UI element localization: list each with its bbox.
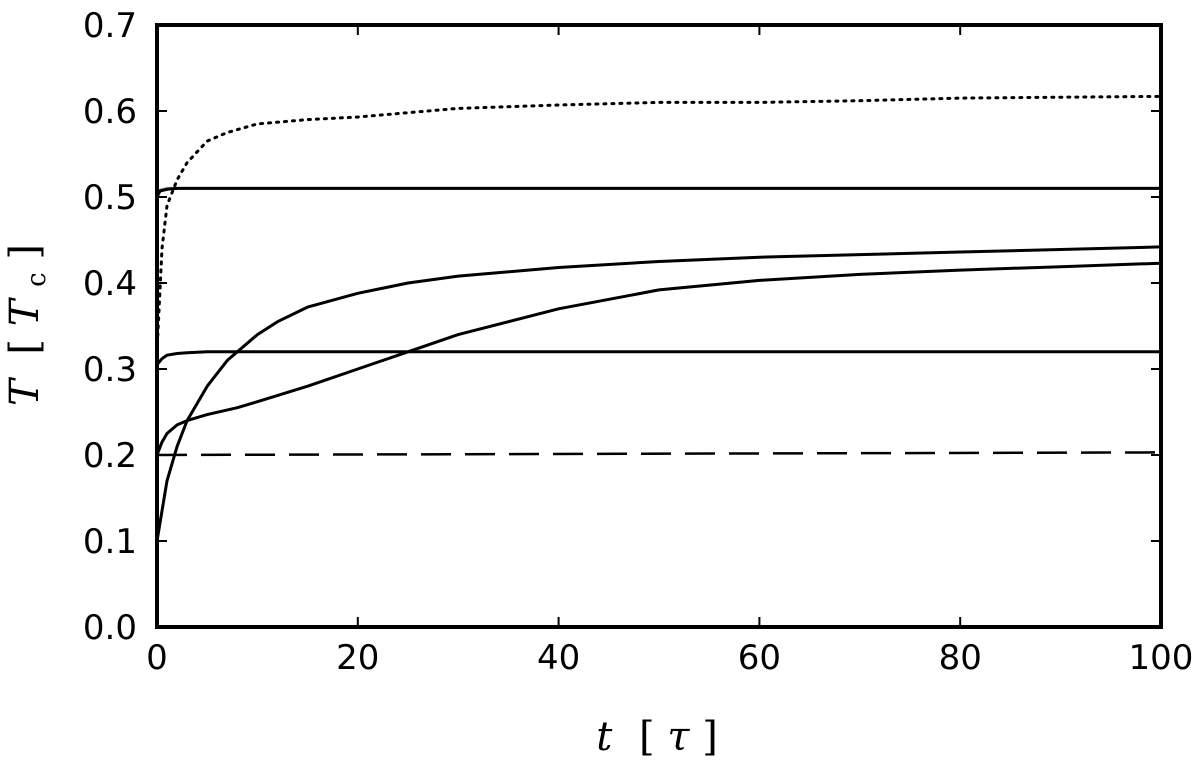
y-tick-label: 0.3	[83, 350, 137, 390]
series-line-1	[155, 94, 1163, 354]
y-tick-label: 0.7	[83, 6, 137, 46]
x-axis-label-open: [	[639, 714, 655, 760]
x-tick-label: 20	[336, 638, 379, 678]
x-tick-label: 0	[146, 638, 168, 678]
plot-frame	[155, 23, 1163, 629]
y-axis-label-open: [	[2, 339, 48, 355]
x-tick-label: 60	[738, 638, 781, 678]
series-line-7	[156, 451, 1162, 457]
series-line-5	[155, 261, 1162, 456]
x-axis-label-close: ]	[702, 714, 718, 760]
series-layer	[155, 94, 1163, 542]
y-axis-label: T [ T c ]	[2, 244, 55, 406]
y-axis-label-var: T	[2, 376, 48, 406]
x-axis-label: t [ τ ]	[596, 714, 718, 760]
y-tick-label: 0.6	[83, 92, 137, 132]
y-tick-label: 0.1	[83, 522, 137, 562]
y-tick-label: 0.0	[83, 608, 137, 648]
series-line-3	[155, 186, 1161, 198]
x-axis-label-unit: τ	[667, 714, 690, 760]
y-tick-label: 0.4	[83, 264, 137, 304]
y-tick-label: 0.5	[83, 178, 137, 218]
x-axis-label-var: t	[596, 714, 613, 760]
series-line-6	[155, 350, 1161, 366]
ticks-layer: 0 20 40 60 80 100 0.0 0.1 0.2 0.3 0.4 0.5 0.6 0.7	[83, 6, 1194, 678]
y-tick-label: 0.2	[83, 436, 137, 476]
x-tick-label: 80	[939, 638, 982, 678]
x-tick-label: 40	[537, 638, 580, 678]
y-axis-label-sub: c	[22, 272, 52, 287]
x-tick-label: 100	[1129, 638, 1194, 678]
y-axis-label-close: ]	[2, 244, 48, 260]
y-axis-label-unit: T	[2, 296, 48, 326]
